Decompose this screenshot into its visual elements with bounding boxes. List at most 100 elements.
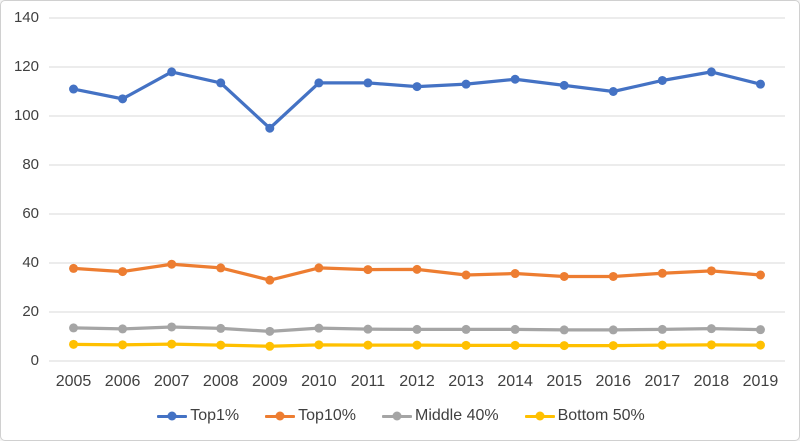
data-point — [363, 78, 373, 88]
y-tick-label: 100 — [13, 107, 39, 124]
x-tick-label: 2007 — [153, 373, 190, 390]
x-tick-label: 2011 — [350, 373, 386, 390]
data-point — [265, 326, 275, 336]
data-point — [461, 324, 471, 334]
data-point — [706, 340, 716, 350]
data-point — [363, 340, 373, 350]
data-point — [412, 264, 422, 274]
data-point — [608, 271, 618, 281]
data-point — [69, 339, 79, 349]
x-tick-label: 2005 — [55, 373, 92, 390]
x-tick-label: 2016 — [595, 373, 632, 390]
data-point — [412, 340, 422, 350]
data-point — [755, 79, 765, 89]
y-tick-label: 140 — [13, 9, 39, 26]
data-point — [755, 340, 765, 350]
data-point — [608, 325, 618, 335]
data-point — [412, 324, 422, 334]
data-point — [412, 82, 422, 92]
data-point — [510, 324, 520, 334]
data-point — [69, 323, 79, 333]
legend-item-top1-: Top1% — [157, 407, 239, 425]
data-point — [363, 324, 373, 334]
y-tick-label: 20 — [22, 303, 39, 320]
data-point — [461, 340, 471, 350]
data-point — [216, 323, 226, 333]
data-point — [657, 340, 667, 350]
legend-marker-dot-icon — [392, 411, 402, 421]
data-point — [559, 271, 569, 281]
data-point — [755, 270, 765, 280]
x-tick-label: 2006 — [104, 373, 141, 390]
data-point — [69, 263, 79, 273]
data-point — [657, 75, 667, 85]
legend-marker-dot-icon — [275, 411, 285, 421]
data-point — [314, 78, 324, 88]
x-tick-label: 2015 — [546, 373, 582, 390]
data-point — [216, 263, 226, 273]
data-point — [167, 339, 177, 349]
data-point — [608, 87, 618, 96]
data-point — [657, 324, 667, 334]
x-tick-label: 2008 — [202, 373, 239, 390]
x-tick-label: 2013 — [448, 373, 484, 390]
legend-marker-dot-icon — [167, 411, 177, 421]
data-point — [265, 123, 275, 133]
data-point — [265, 275, 275, 285]
data-point — [559, 80, 569, 90]
x-tick-label: 2018 — [693, 373, 730, 390]
data-point — [265, 341, 275, 351]
data-point — [167, 67, 177, 77]
chart-legend: Top1% Top10% Middle 40% Bottom 50% — [1, 403, 799, 429]
legend-marker-icon — [381, 411, 412, 421]
data-point — [118, 94, 128, 104]
data-point — [559, 341, 569, 351]
data-point — [314, 323, 324, 333]
data-point — [706, 67, 716, 77]
legend-label: Middle 40% — [414, 407, 499, 424]
data-point — [69, 84, 79, 94]
x-tick-label: 2017 — [644, 373, 681, 390]
legend-item-top10-: Top10% — [265, 407, 356, 425]
data-point — [510, 74, 520, 84]
x-tick-label: 2019 — [742, 373, 779, 390]
legend-label: Top1% — [190, 407, 240, 424]
data-point — [461, 270, 471, 280]
data-point — [314, 263, 324, 273]
y-tick-label: 80 — [22, 156, 39, 173]
x-tick-label: 2010 — [301, 373, 337, 390]
data-point — [706, 266, 716, 276]
y-tick-label: 60 — [22, 205, 39, 222]
x-tick-label: 2014 — [497, 373, 533, 390]
data-point — [216, 340, 226, 350]
legend-item-bottom-50-: Bottom 50% — [524, 407, 645, 425]
legend-marker-icon — [157, 411, 188, 421]
data-point — [755, 325, 765, 335]
series-line-top1- — [71, 70, 763, 130]
data-point — [118, 267, 128, 277]
data-point — [167, 259, 177, 269]
data-point — [510, 269, 520, 279]
legend-item-middle-40-: Middle 40% — [381, 407, 499, 425]
y-tick-label: 120 — [13, 58, 39, 75]
data-point — [363, 265, 373, 275]
data-point — [216, 78, 226, 88]
legend-label: Top10% — [298, 407, 356, 424]
data-point — [314, 340, 324, 350]
data-point — [118, 340, 128, 350]
legend-marker-icon — [524, 411, 555, 421]
legend-marker-icon — [265, 411, 296, 421]
data-point — [706, 324, 716, 334]
data-point — [510, 340, 520, 350]
data-point — [608, 341, 618, 351]
legend-marker-dot-icon — [535, 411, 545, 421]
legend-label: Bottom 50% — [557, 407, 645, 424]
data-point — [559, 325, 569, 335]
x-tick-label: 2012 — [399, 373, 435, 390]
data-point — [167, 322, 177, 332]
data-point — [461, 79, 471, 89]
data-point — [118, 324, 128, 334]
x-tick-label: 2009 — [252, 373, 288, 390]
